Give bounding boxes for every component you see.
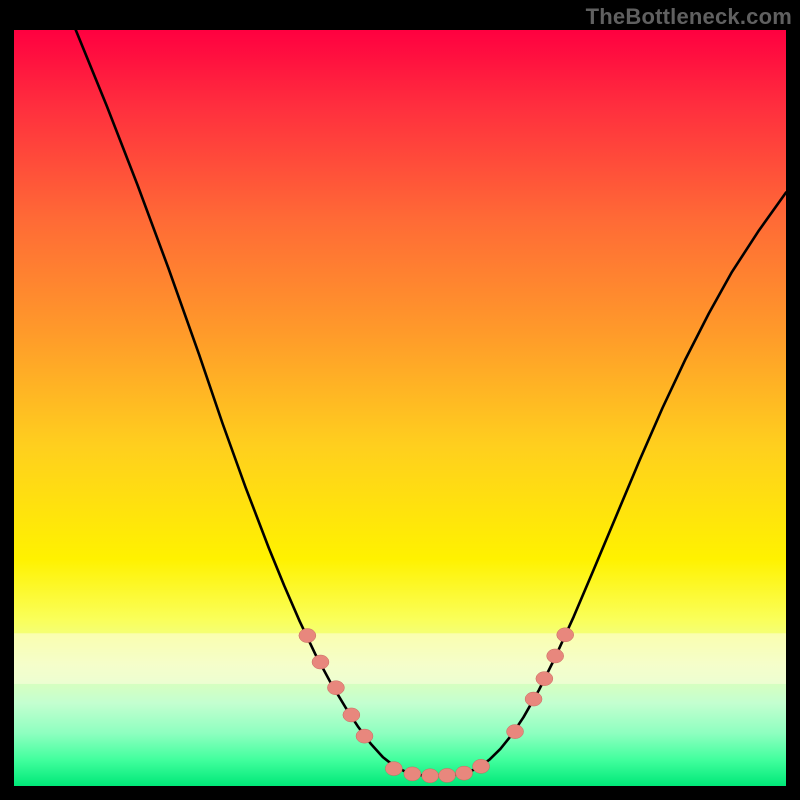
curve-marker — [456, 766, 473, 780]
curve-marker — [299, 629, 316, 643]
curve-marker — [439, 768, 456, 782]
curve-marker — [312, 655, 329, 669]
curve-marker — [547, 649, 564, 663]
chart-stage: TheBottleneck.com — [0, 0, 800, 800]
curve-marker — [404, 767, 421, 781]
curve-marker — [557, 628, 574, 642]
curve-marker — [536, 672, 553, 686]
curve-marker — [356, 729, 373, 743]
bottleneck-curve-chart — [0, 0, 800, 800]
curve-marker — [525, 692, 542, 706]
watermark-text: TheBottleneck.com — [586, 4, 792, 30]
curve-marker — [385, 762, 402, 776]
curve-marker — [422, 769, 439, 783]
curve-marker — [343, 708, 360, 722]
curve-marker — [507, 725, 524, 739]
curve-marker — [473, 759, 490, 773]
curve-marker — [327, 681, 344, 695]
highlight-band — [14, 633, 786, 684]
